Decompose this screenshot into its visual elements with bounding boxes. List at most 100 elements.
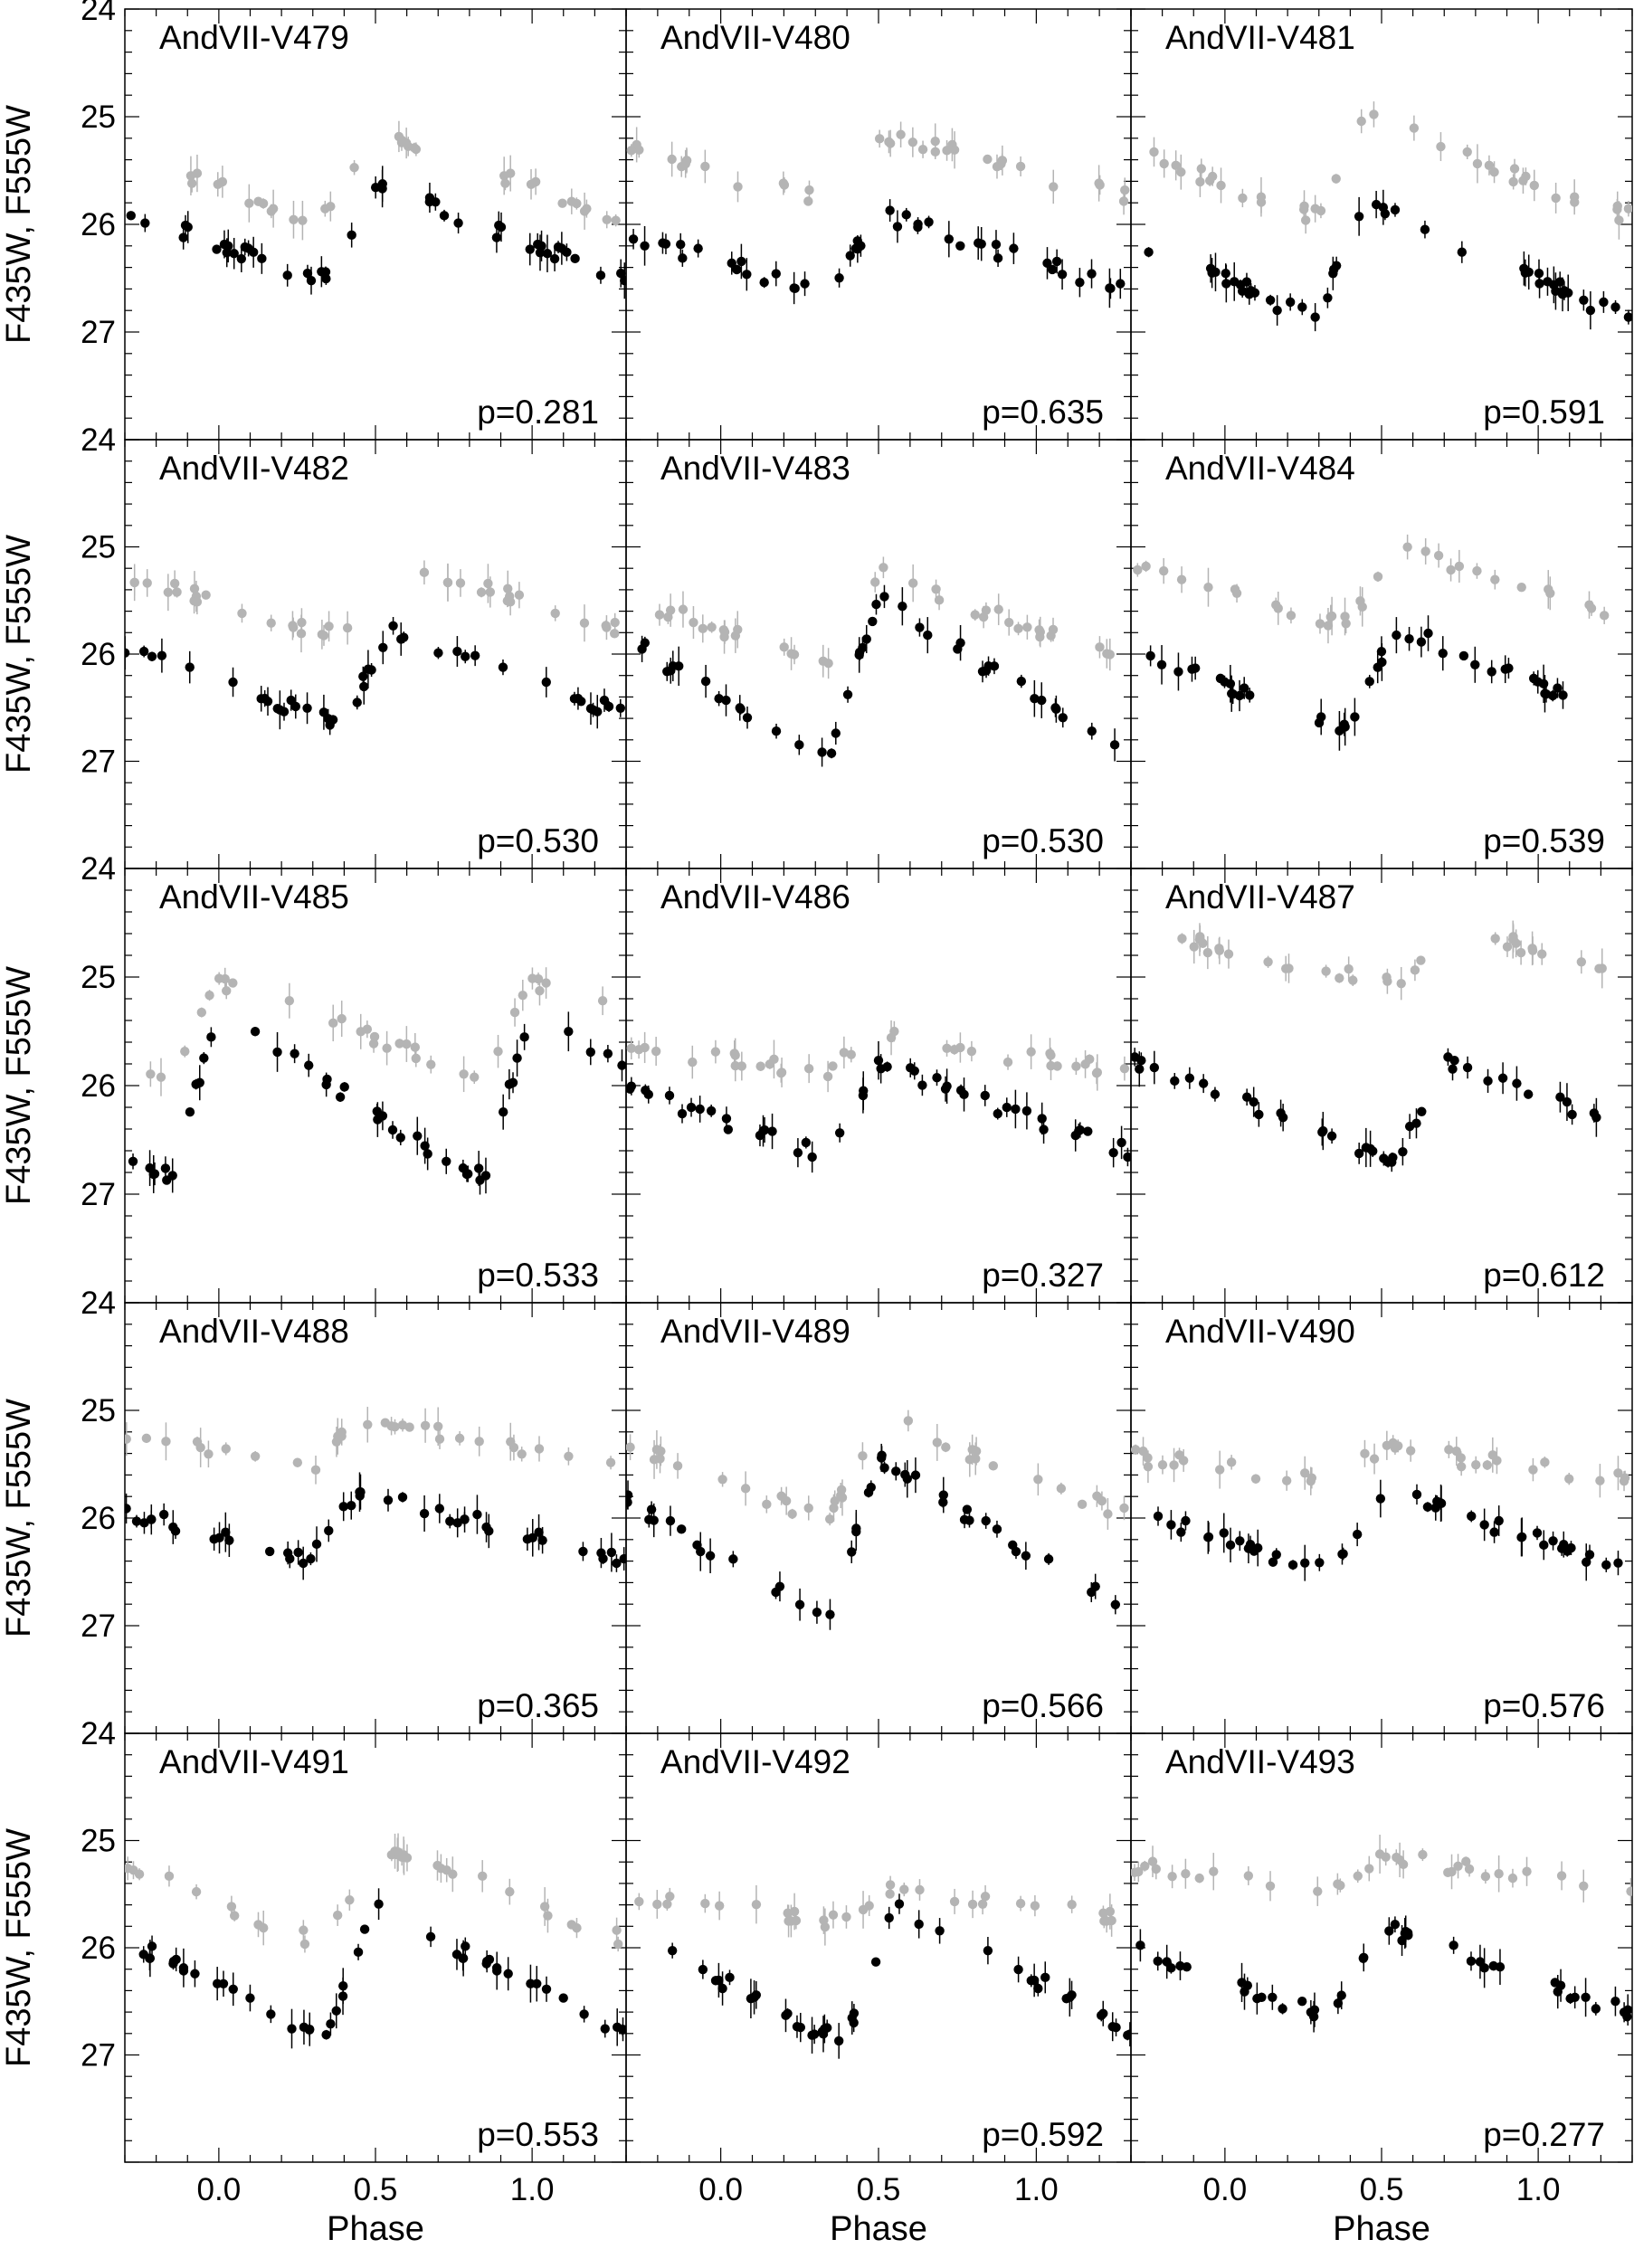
f435w-point	[1377, 657, 1387, 668]
f435w-point	[425, 1931, 436, 1942]
f555w-point	[1013, 623, 1023, 634]
panel-AndVII-V491: 24 25 26 27 0.0 0.5 1.0 AndVII-V491 p=0.553	[81, 1716, 627, 2207]
f435w-point	[472, 1509, 482, 1520]
f435w-point	[158, 1509, 169, 1520]
f555w-point	[1420, 546, 1430, 556]
f435w-point	[321, 2030, 331, 2040]
f435w-point	[619, 1553, 626, 1564]
f435w-point	[503, 1969, 513, 1979]
f435w-point	[287, 2024, 297, 2034]
f555w-point	[402, 1039, 412, 1049]
f435w-point	[147, 1941, 157, 1951]
f555w-point	[1138, 1446, 1148, 1457]
f435w-point	[147, 1514, 157, 1524]
f435w-point	[125, 1504, 131, 1514]
f435w-point	[1519, 263, 1529, 273]
f435w-point	[1599, 297, 1609, 308]
f435w-point	[884, 1912, 894, 1923]
f435w-point	[955, 241, 965, 251]
f555w-point	[1527, 944, 1537, 954]
f555w-point	[213, 179, 223, 189]
f555w-point	[949, 145, 960, 155]
f435w-point	[475, 1175, 485, 1185]
f435w-point	[439, 211, 450, 221]
f435w-point	[849, 2017, 859, 2028]
f435w-point	[1392, 630, 1401, 641]
f435w-point	[771, 726, 782, 736]
f555w-point	[1454, 561, 1465, 572]
f435w-point	[1582, 1557, 1591, 1567]
f435w-point	[266, 2009, 276, 2019]
f435w-point	[442, 1156, 451, 1166]
f435w-point	[147, 651, 157, 661]
f435w-point	[293, 1547, 303, 1558]
f555w-point	[1461, 1856, 1471, 1866]
f555w-point	[474, 1437, 484, 1447]
f435w-point	[212, 244, 222, 254]
f555w-point	[719, 631, 729, 642]
f555w-point	[864, 1901, 874, 1911]
f435w-point	[1585, 305, 1596, 316]
f435w-point	[302, 703, 312, 713]
f555w-point	[1599, 611, 1610, 621]
f435w-point	[1144, 247, 1154, 257]
f555w-point	[1015, 1898, 1026, 1909]
f435w-point	[1278, 2004, 1287, 2014]
f555w-point	[483, 578, 493, 589]
f555w-point	[1119, 1503, 1129, 1514]
f435w-point	[1613, 1558, 1623, 1568]
f555w-point	[993, 604, 1003, 614]
f435w-point	[1449, 1056, 1459, 1066]
f435w-point	[658, 238, 668, 248]
f555w-point	[885, 1889, 895, 1899]
f435w-point	[140, 218, 150, 228]
f435w-point	[807, 1152, 817, 1162]
panel-AndVII-V488: 24 25 26 27 AndVII-V488 p=0.365	[81, 1286, 627, 1734]
f435w-point	[1149, 1062, 1160, 1073]
f435w-point	[783, 2008, 793, 2018]
f555w-point	[1181, 1869, 1191, 1879]
period-label: p=0.576	[1483, 1687, 1605, 1724]
f555w-point	[534, 1444, 545, 1454]
f435w-point	[248, 247, 259, 258]
f435w-point	[834, 1128, 845, 1138]
f435w-point	[1205, 263, 1216, 273]
period-label: p=0.635	[982, 394, 1104, 431]
f555w-point	[1364, 1864, 1374, 1874]
f555w-point	[455, 578, 466, 588]
f555w-point	[803, 1063, 814, 1074]
f555w-point	[564, 1451, 574, 1462]
f435w-point	[331, 2006, 341, 2016]
f435w-point	[834, 273, 844, 283]
f435w-point	[1309, 2005, 1320, 2015]
f435w-point	[1227, 688, 1237, 698]
f555w-point	[1564, 1474, 1574, 1484]
f555w-point	[654, 610, 665, 620]
f435w-point	[628, 234, 639, 244]
period-label: p=0.327	[982, 1257, 1104, 1294]
f435w-point	[891, 1466, 901, 1476]
f555w-point	[1049, 182, 1059, 192]
f435w-point	[171, 1954, 181, 1965]
f555w-point	[442, 577, 453, 588]
f555w-point	[505, 597, 516, 607]
f435w-point	[1497, 1073, 1508, 1083]
f555w-point	[1381, 1852, 1391, 1862]
f435w-point	[1061, 1993, 1071, 2004]
f555w-point	[870, 577, 880, 587]
f555w-point	[907, 138, 918, 147]
f435w-point	[858, 642, 868, 653]
f555w-point	[1030, 1901, 1040, 1911]
f435w-point	[1623, 2005, 1632, 2015]
f435w-point	[1184, 1073, 1195, 1083]
f555w-point	[410, 1042, 421, 1052]
f435w-point	[1297, 302, 1307, 312]
f555w-point	[942, 146, 952, 156]
f555w-point	[667, 154, 677, 165]
f555w-point	[652, 1899, 662, 1910]
f435w-point	[1398, 1146, 1408, 1157]
f435w-point	[1384, 1926, 1394, 1936]
f435w-point	[871, 599, 881, 610]
f555w-point	[237, 608, 247, 619]
f435w-point	[858, 1090, 869, 1101]
